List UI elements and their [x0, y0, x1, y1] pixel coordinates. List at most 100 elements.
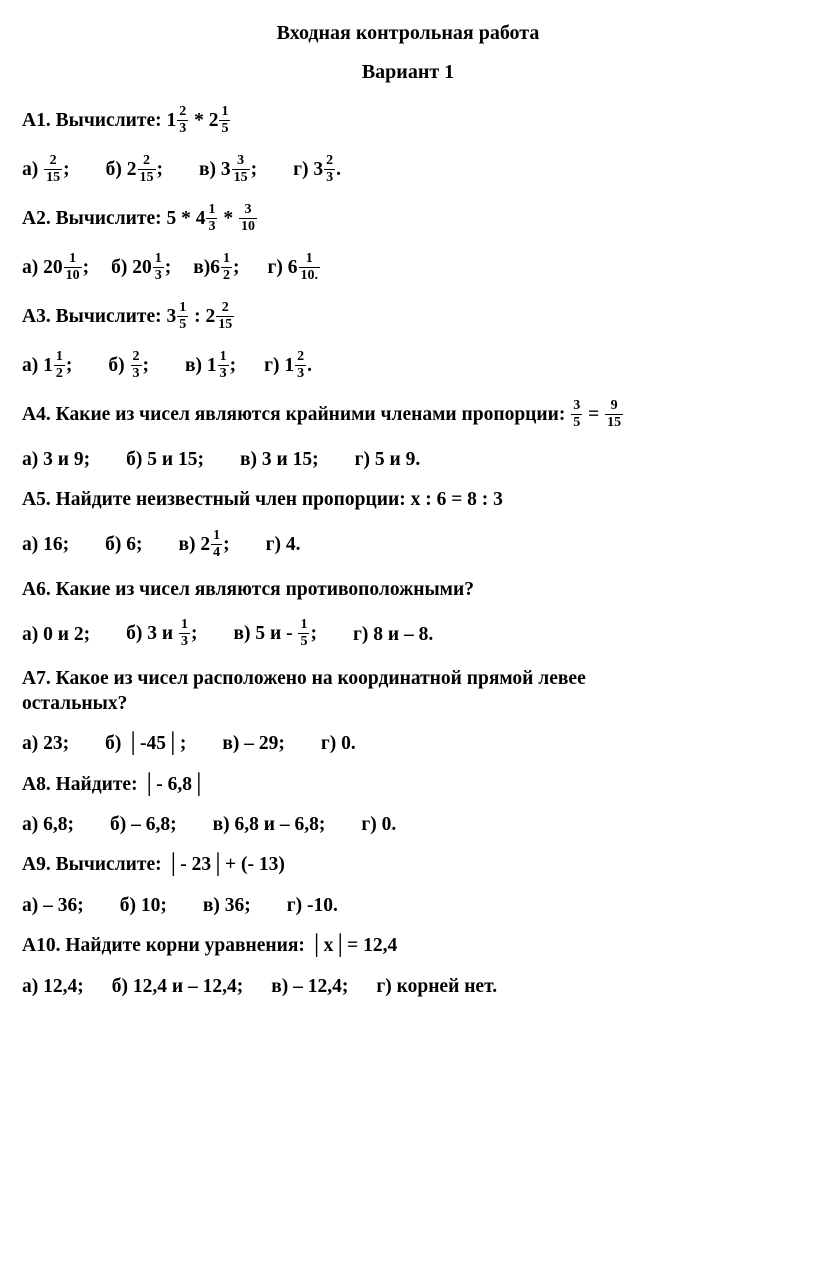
ans-v: в) 6,8 и – 6,8; — [213, 814, 326, 836]
denominator: 5 — [298, 634, 309, 649]
suffix: . — [307, 355, 312, 376]
ans-b: б) 10; — [120, 895, 167, 917]
fraction: 13 — [218, 350, 229, 381]
ans-g: г) -10. — [287, 895, 338, 917]
suffix: ; — [191, 623, 198, 644]
fraction: 215 — [44, 154, 62, 185]
fraction: 23 — [131, 350, 142, 381]
label: в) 5 и - — [233, 623, 297, 644]
ans-g: г) 6110. — [268, 253, 321, 284]
ans-v: в) 214; — [179, 530, 230, 561]
suffix: ; — [157, 159, 164, 180]
numerator: 1 — [54, 350, 65, 366]
q-a4: А4. Какие из чисел являются крайними чле… — [22, 400, 794, 431]
ans-v: в) – 12,4; — [271, 976, 348, 998]
q-a8-label: А8. Найдите: │- 6,8│ — [22, 774, 206, 796]
q-a6-answers: а) 0 и 2; б) 3 и 13; в) 5 и - 15; г) 8 и… — [22, 619, 794, 650]
suffix: ; — [143, 355, 150, 376]
ans-g: г) 323. — [293, 155, 341, 186]
fraction: 15 — [177, 301, 188, 332]
ans-g: г) 4. — [266, 534, 301, 556]
ans-a: а) 0 и 2; — [22, 624, 90, 646]
suffix: . — [336, 159, 341, 180]
numerator: 1 — [299, 252, 321, 268]
mixed-fraction: 2 1 5 — [209, 106, 232, 137]
fraction: 12 — [54, 350, 65, 381]
denominator: 4 — [211, 545, 222, 560]
q-a7-label: А7. Какое из чисел расположено на коорди… — [22, 668, 586, 690]
denominator: 3 — [295, 366, 306, 381]
fraction: 13 — [179, 618, 190, 649]
label: б) — [108, 355, 129, 376]
ans-a: а) – 36; — [22, 895, 84, 917]
numerator: 1 — [64, 252, 82, 268]
label: в)6 — [193, 257, 220, 278]
denominator: 5 — [219, 121, 230, 136]
ans-g: г) 5 и 9. — [355, 449, 421, 471]
label: г) 6 — [268, 257, 298, 278]
denominator: 2 — [54, 366, 65, 381]
ans-v: в) 5 и - 15; — [233, 619, 317, 650]
numerator: 3 — [571, 399, 582, 415]
q-a4-answers: а) 3 и 9; б) 5 и 15; в) 3 и 15; г) 5 и 9… — [22, 449, 794, 471]
ans-v: в)612; — [193, 253, 239, 284]
ans-g: г) корней нет. — [376, 976, 497, 998]
ans-b: б) 2013; — [111, 253, 171, 284]
operator: : 2 — [189, 306, 215, 328]
fraction: 215 — [138, 154, 156, 185]
denominator: 3 — [218, 366, 229, 381]
q-a8-answers: а) 6,8; б) – 6,8; в) 6,8 и – 6,8; г) 0. — [22, 814, 794, 836]
numerator: 1 — [211, 529, 222, 545]
numerator: 1 — [179, 618, 190, 634]
numerator: 2 — [44, 154, 62, 170]
numerator: 3 — [239, 203, 257, 219]
ans-b: б) 5 и 15; — [126, 449, 204, 471]
ans-b: б) 12,4 и – 12,4; — [112, 976, 243, 998]
fraction: 13 — [206, 203, 217, 234]
fraction: 12 — [221, 252, 232, 283]
fraction: 13 — [153, 252, 164, 283]
numerator: 1 — [206, 203, 217, 219]
denominator: 15 — [232, 170, 250, 185]
ans-b: б) 2215; — [106, 155, 163, 186]
q-a5-label: А5. Найдите неизвестный член пропорции: … — [22, 489, 503, 511]
ans-v: в) 3315; — [199, 155, 257, 186]
ans-g: г) 123. — [264, 351, 312, 382]
denominator: 5 — [177, 317, 188, 332]
operator: * — [189, 110, 209, 132]
denominator: 10 — [64, 268, 82, 283]
q-a1: А1. Вычислите: 1 2 3 * 2 1 5 — [22, 106, 794, 137]
suffix: ; — [165, 257, 172, 278]
fraction: 23 — [324, 154, 335, 185]
numerator: 2 — [177, 105, 188, 121]
suffix: ; — [310, 623, 317, 644]
ans-v: в) 36; — [203, 895, 251, 917]
fraction: 215 — [216, 301, 234, 332]
ans-a: а) 6,8; — [22, 814, 74, 836]
fraction: 110. — [299, 252, 321, 283]
denominator: 3 — [324, 170, 335, 185]
q-a10-answers: а) 12,4; б) 12,4 и – 12,4; в) – 12,4; г)… — [22, 976, 794, 998]
ans-b: б) – 6,8; — [110, 814, 177, 836]
ans-b: б) 6; — [105, 534, 142, 556]
q-a2: А2. Вычислите: 5 * 4 13 * 310 — [22, 204, 794, 235]
fraction: 310 — [239, 203, 257, 234]
suffix: ; — [233, 257, 240, 278]
whole: 1 — [166, 110, 176, 132]
ans-a: а) 3 и 9; — [22, 449, 90, 471]
q-a7-label2: остальных? — [22, 693, 127, 715]
numerator: 1 — [221, 252, 232, 268]
q-a9: А9. Вычислите: │- 23│+ (- 13) — [22, 854, 794, 876]
q-a3-answers: а) 112; б) 23; в) 113; г) 123. — [22, 351, 794, 382]
q-a7-answers: а) 23; б) │-45│; в) – 29; г) 0. — [22, 733, 794, 755]
label: в) 1 — [185, 355, 217, 376]
ans-a: а) 12,4; — [22, 976, 84, 998]
fraction: 110 — [64, 252, 82, 283]
fraction: 315 — [232, 154, 250, 185]
q-a7: А7. Какое из чисел расположено на коорди… — [22, 668, 794, 690]
numerator: 1 — [298, 618, 309, 634]
denominator: 3 — [179, 634, 190, 649]
suffix: ; — [223, 534, 230, 555]
numerator: 2 — [324, 154, 335, 170]
suffix: ; — [230, 355, 237, 376]
